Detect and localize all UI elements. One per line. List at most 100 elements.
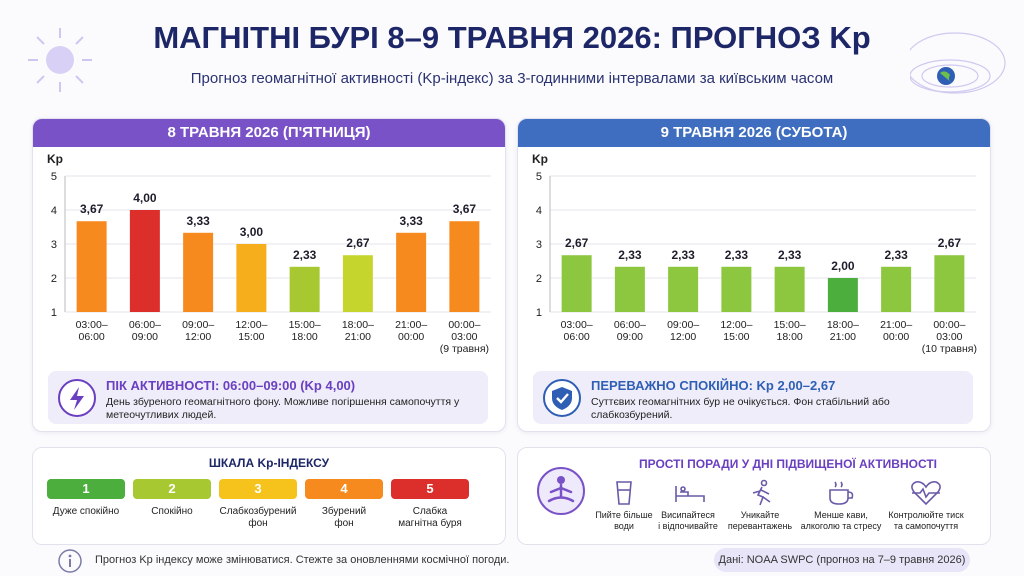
info-box: ПІК АКТИВНОСТІ: 06:00–09:00 (Kp 4,00) Де… bbox=[48, 371, 488, 424]
bar bbox=[76, 221, 107, 312]
title: МАГНІТНІ БУРІ 8–9 ТРАВНЯ 2026: ПРОГНОЗ K… bbox=[153, 20, 871, 55]
tip-label: Менше кави, алкоголю та стресу bbox=[800, 510, 882, 531]
x-tick-label: 12:00– 15:00 bbox=[720, 319, 753, 343]
value-label: 2,33 bbox=[293, 248, 317, 262]
value-label: 2,67 bbox=[346, 236, 370, 250]
x-tick-label: 09:00– 12:00 bbox=[667, 319, 700, 343]
x-tick-label: 03:00– 06:00 bbox=[75, 319, 108, 343]
scale-label: Спокійно bbox=[151, 506, 193, 517]
bar bbox=[342, 255, 373, 312]
y-tick-label: 4 bbox=[536, 205, 542, 217]
bar bbox=[827, 278, 858, 312]
y-tick-label: 4 bbox=[51, 205, 57, 217]
meditation-icon bbox=[537, 467, 585, 515]
x-tick-label: 15:00– 18:00 bbox=[773, 319, 806, 343]
y-tick-label: 3 bbox=[51, 239, 57, 251]
tip-label: Пийте більше води bbox=[595, 510, 653, 531]
scale-label: Дуже спокійно bbox=[52, 506, 120, 517]
bar-chart: Kp 1 2 3 4 5 3,67 4,00 3,33 3,00 2,33 2,67 3,33 3,67 bbox=[47, 152, 491, 319]
x-tick-label: 18:00– 21:00 bbox=[341, 319, 374, 343]
scale-level: 2 bbox=[133, 479, 211, 499]
value-label: 3,33 bbox=[399, 214, 423, 228]
scale-label: Слабкозбурений фон bbox=[219, 506, 297, 529]
scale-title: ШКАЛА Kp-ІНДЕКСУ bbox=[208, 456, 330, 470]
magnetosphere-decoration bbox=[910, 32, 1006, 94]
x-tick-label: 15:00– 18:00 bbox=[288, 319, 321, 343]
footer-note: Прогноз Kp індексу може змінюватися. Сте… bbox=[95, 554, 510, 566]
value-label: 2,00 bbox=[831, 259, 855, 273]
value-label: 2,33 bbox=[671, 248, 695, 262]
tips-card: ПРОСТІ ПОРАДИ У ДНІ ПІДВИЩЕНОЇ АКТИВНОСТ… bbox=[517, 447, 991, 545]
x-tick-label: 12:00– 15:00 bbox=[235, 319, 268, 343]
panel-heading: 8 ТРАВНЯ 2026 (П'ЯТНИЦЯ) bbox=[33, 119, 505, 147]
x-tick-label: 21:00– 00:00 bbox=[395, 319, 428, 343]
value-label: 3,33 bbox=[186, 214, 210, 228]
info-text: День збуреного геомагнітного фону. Можли… bbox=[106, 396, 460, 421]
info-box: ПЕРЕВАЖНО СПОКІЙНО: Kp 2,00–2,67 Суттєви… bbox=[533, 371, 973, 424]
y-tick-label: 5 bbox=[51, 171, 57, 183]
y-tick-label: 2 bbox=[536, 273, 542, 285]
y-tick-label: 1 bbox=[51, 307, 57, 319]
value-label: 2,33 bbox=[725, 248, 749, 262]
scale-card: ШКАЛА Kp-ІНДЕКСУ 1 Дуже спокійно 2 Спокійно… bbox=[32, 447, 506, 545]
scale-label: Слабка магнітна буря bbox=[398, 506, 462, 529]
value-label: 2,33 bbox=[618, 248, 642, 262]
value-label: 2,67 bbox=[565, 236, 589, 250]
scale-level: 5 bbox=[391, 479, 469, 499]
x-tick-label: 00:00– 03:00 (9 травня) bbox=[439, 319, 490, 355]
bar bbox=[774, 266, 805, 312]
sun-decoration bbox=[28, 28, 92, 92]
scale-level: 3 bbox=[219, 479, 297, 499]
value-label: 2,67 bbox=[938, 236, 962, 250]
tip-label: Висипайтеся і відпочивайте bbox=[658, 510, 718, 531]
bar bbox=[183, 232, 214, 312]
x-tick-label: 18:00– 21:00 bbox=[826, 319, 859, 343]
value-label: 4,00 bbox=[133, 191, 157, 205]
source: Дані: NOAA SWPC (прогноз на 7–9 травня 2… bbox=[714, 548, 970, 572]
y-axis-label: Kp bbox=[532, 152, 548, 166]
info-icon bbox=[58, 549, 82, 573]
tip-label: Контролюйте тиск та самопочуття bbox=[888, 510, 964, 531]
y-axis-label: Kp bbox=[47, 152, 63, 166]
value-label: 2,33 bbox=[778, 248, 802, 262]
y-tick-label: 1 bbox=[536, 307, 542, 319]
bar bbox=[289, 266, 320, 312]
x-tick-label: 03:00– 06:00 bbox=[560, 319, 593, 343]
bar-chart: Kp 1 2 3 4 5 2,67 2,33 2,33 2,33 2,33 2,00 2,33 2,67 bbox=[532, 152, 976, 319]
bar bbox=[668, 266, 699, 312]
scale-label: Збурений фон bbox=[321, 506, 367, 529]
value-label: 2,33 bbox=[884, 248, 908, 262]
bar bbox=[396, 232, 427, 312]
shield-icon bbox=[543, 379, 581, 417]
value-label: 3,67 bbox=[453, 202, 477, 216]
scale-level: 1 bbox=[47, 479, 125, 499]
tip-icons bbox=[616, 479, 941, 506]
tip-label: Уникайте перевантажень bbox=[727, 510, 793, 531]
bar bbox=[934, 255, 965, 312]
x-tick-label: 00:00– 03:00 (10 травня) bbox=[921, 319, 977, 355]
info-text: Суттєвих геомагнітних бур не очікується.… bbox=[591, 396, 890, 421]
day-panel: 9 ТРАВНЯ 2026 (СУБОТА) Kp 1 2 3 4 5 2,67 2,33 2,… bbox=[517, 118, 991, 432]
tips-title: ПРОСТІ ПОРАДИ У ДНІ ПІДВИЩЕНОЇ АКТИВНОСТ… bbox=[639, 457, 937, 471]
bar bbox=[561, 255, 592, 312]
bar bbox=[449, 221, 480, 312]
value-label: 3,67 bbox=[80, 202, 104, 216]
scale-level: 4 bbox=[305, 479, 383, 499]
x-tick-label: 09:00– 12:00 bbox=[182, 319, 215, 343]
x-tick-label: 21:00– 00:00 bbox=[880, 319, 913, 343]
day-panel: 8 ТРАВНЯ 2026 (П'ЯТНИЦЯ) Kp 1 2 3 4 5 3,67 4,00… bbox=[32, 118, 506, 432]
bar bbox=[236, 244, 267, 312]
x-tick-label: 06:00– 09:00 bbox=[613, 319, 646, 343]
y-tick-label: 3 bbox=[536, 239, 542, 251]
bar bbox=[614, 266, 645, 312]
bar bbox=[129, 210, 160, 312]
subtitle: Прогноз геомагнітної активності (Kp-інде… bbox=[190, 70, 834, 87]
info-title: ПЕРЕВАЖНО СПОКІЙНО: Kp 2,00–2,67 bbox=[591, 378, 836, 393]
lightning-icon bbox=[58, 379, 96, 417]
bar bbox=[881, 266, 912, 312]
info-title: ПІК АКТИВНОСТІ: 06:00–09:00 (Kp 4,00) bbox=[106, 378, 356, 393]
panel-heading: 9 ТРАВНЯ 2026 (СУБОТА) bbox=[518, 119, 990, 147]
x-tick-label: 06:00– 09:00 bbox=[128, 319, 161, 343]
value-label: 3,00 bbox=[240, 225, 264, 239]
